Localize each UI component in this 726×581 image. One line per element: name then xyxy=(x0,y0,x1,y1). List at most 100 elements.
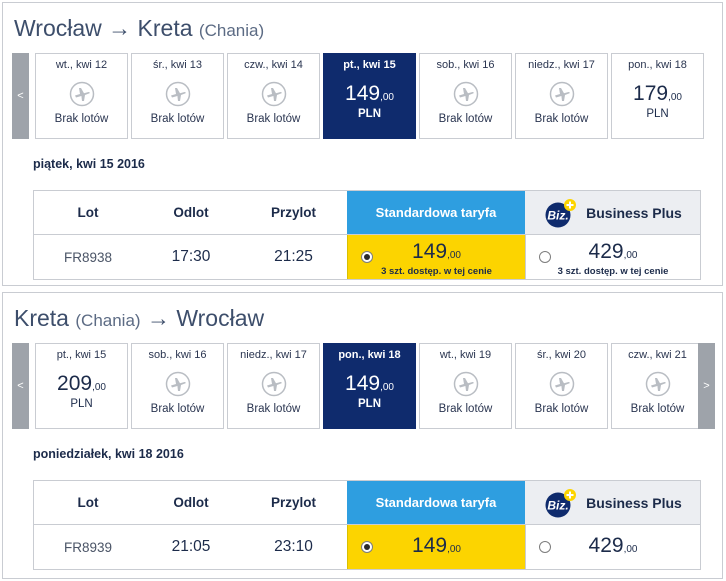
flight-row: FR8939 21:05 23:10 149,00 429,00 xyxy=(34,525,700,569)
business-plus-label: Business Plus xyxy=(586,494,682,511)
selected-date-label: poniedziałek, kwi 18 2016 xyxy=(33,447,184,461)
day-date: pt., kwi 15 xyxy=(56,349,107,361)
day-date: sob., kwi 16 xyxy=(436,59,495,71)
day-cell[interactable]: śr., kwi 13 Brak lotów xyxy=(131,53,224,139)
business-fare-option[interactable]: 429,00 3 szt. dostęp. w tej cenie xyxy=(525,235,700,279)
plane-icon xyxy=(261,371,287,397)
departure-time: 17:30 xyxy=(171,248,211,265)
business-fare-radio[interactable] xyxy=(539,541,551,553)
no-flights-label: Brak lotów xyxy=(150,403,205,415)
fare-table-header: Lot Odlot Przylot Standardowa taryfa Biz… xyxy=(34,481,700,525)
plane-icon xyxy=(549,371,575,397)
route-title: Wrocław → Kreta (Chania) xyxy=(14,15,264,42)
departure-time: 21:05 xyxy=(171,538,211,555)
flight-row: FR8938 17:30 21:25 149,00 3 szt. dostęp.… xyxy=(34,235,700,279)
day-cell[interactable]: śr., kwi 20 Brak lotów xyxy=(515,343,608,429)
plane-icon xyxy=(645,371,671,397)
fare-table: Lot Odlot Przylot Standardowa taryfa Biz… xyxy=(33,190,701,280)
plane-icon xyxy=(165,81,191,107)
day-cell-selected[interactable]: pt., kwi 15 149,00 PLN xyxy=(323,53,416,139)
standard-fare-option[interactable]: 149,00 xyxy=(347,525,525,569)
route-destination-airport: (Chania) xyxy=(198,21,265,40)
day-date: pon., kwi 18 xyxy=(628,59,687,71)
header-standard-fare: Standardowa taryfa xyxy=(347,481,525,524)
standard-fare-radio[interactable] xyxy=(361,251,373,263)
standard-fare-option[interactable]: 149,00 3 szt. dostęp. w tej cenie xyxy=(347,235,525,279)
fare-table: Lot Odlot Przylot Standardowa taryfa Biz… xyxy=(33,480,701,570)
next-days-button[interactable]: > xyxy=(698,343,715,429)
business-fare-price: 429,00 xyxy=(588,240,638,263)
selected-date-label: piątek, kwi 15 2016 xyxy=(33,157,145,171)
no-flights-label: Brak lotów xyxy=(246,113,301,125)
no-flights-label: Brak lotów xyxy=(246,403,301,415)
day-cell[interactable]: sob., kwi 16 Brak lotów xyxy=(419,53,512,139)
prev-days-button[interactable]: < xyxy=(12,343,29,429)
day-date: czw., kwi 21 xyxy=(628,349,687,361)
day-currency: PLN xyxy=(70,398,93,410)
day-cell[interactable]: pt., kwi 15 209,00 PLN xyxy=(35,343,128,429)
biz-logo-icon: Biz. xyxy=(543,488,577,518)
business-fare-price: 429,00 xyxy=(588,534,638,557)
day-cell[interactable]: niedz., kwi 17 Brak lotów xyxy=(227,343,320,429)
plane-icon xyxy=(453,81,479,107)
day-cell[interactable]: pon., kwi 18 179,00 PLN xyxy=(611,53,704,139)
day-currency: PLN xyxy=(358,398,381,410)
route-arrow: → xyxy=(108,15,132,41)
route-origin: Kreta xyxy=(14,305,69,331)
svg-text:Biz.: Biz. xyxy=(547,208,568,222)
plane-icon xyxy=(69,81,95,107)
route-destination: Kreta xyxy=(137,15,193,41)
day-cell-selected[interactable]: pon., kwi 18 149,00 PLN xyxy=(323,343,416,429)
return-flight-panel: Kreta (Chania) → Wrocław < pt., kwi 15 2… xyxy=(2,292,723,579)
day-date: śr., kwi 20 xyxy=(537,349,586,361)
header-departure: Odlot xyxy=(173,495,209,510)
flight-number: FR8939 xyxy=(63,539,113,555)
business-fare-availability: 3 szt. dostęp. w tej cenie xyxy=(557,266,669,277)
route-arrow: → xyxy=(146,305,170,331)
day-date: niedz., kwi 17 xyxy=(528,59,595,71)
no-flights-label: Brak lotów xyxy=(630,403,685,415)
day-price: 209,00 xyxy=(57,372,106,395)
header-flight: Lot xyxy=(77,205,99,220)
plane-icon xyxy=(453,371,479,397)
business-fare-radio[interactable] xyxy=(539,251,551,263)
flight-number: FR8938 xyxy=(63,249,113,265)
day-cell[interactable]: wt., kwi 19 Brak lotów xyxy=(419,343,512,429)
header-flight: Lot xyxy=(77,495,99,510)
day-date: pon., kwi 18 xyxy=(338,349,401,361)
outbound-flight-panel: Wrocław → Kreta (Chania) < wt., kwi 12 B… xyxy=(2,2,723,286)
header-business-plus: Biz. Business Plus xyxy=(525,481,700,524)
standard-fare-price: 149,00 xyxy=(412,534,461,557)
no-flights-label: Brak lotów xyxy=(438,403,493,415)
day-cell[interactable]: czw., kwi 21 Brak lotów xyxy=(611,343,704,429)
day-price: 179,00 xyxy=(633,82,682,105)
fare-table-header: Lot Odlot Przylot Standardowa taryfa Biz… xyxy=(34,191,700,235)
route-destination: Wrocław xyxy=(176,305,265,331)
day-cell[interactable]: sob., kwi 16 Brak lotów xyxy=(131,343,224,429)
day-currency: PLN xyxy=(358,108,381,120)
day-date: wt., kwi 12 xyxy=(55,59,108,71)
arrival-time: 21:25 xyxy=(274,248,313,265)
no-flights-label: Brak lotów xyxy=(534,113,589,125)
header-standard-fare: Standardowa taryfa xyxy=(347,191,525,234)
standard-fare-availability: 3 szt. dostęp. w tej cenie xyxy=(381,266,492,277)
date-selector: < pt., kwi 15 209,00 PLN sob., kwi 16 Br… xyxy=(12,343,715,431)
no-flights-label: Brak lotów xyxy=(438,113,493,125)
business-plus-label: Business Plus xyxy=(586,204,682,221)
day-cell[interactable]: czw., kwi 14 Brak lotów xyxy=(227,53,320,139)
day-date: niedz., kwi 17 xyxy=(240,349,307,361)
day-date: pt., kwi 15 xyxy=(343,59,396,71)
day-cell[interactable]: niedz., kwi 17 Brak lotów xyxy=(515,53,608,139)
route-origin-airport: (Chania) xyxy=(75,311,141,330)
date-selector: < wt., kwi 12 Brak lotów śr., kwi 13 Bra… xyxy=(12,53,715,141)
prev-days-button[interactable]: < xyxy=(12,53,29,139)
standard-fare-radio[interactable] xyxy=(361,541,373,553)
route-origin: Wrocław xyxy=(14,15,102,41)
business-fare-option[interactable]: 429,00 xyxy=(525,525,700,569)
no-flights-label: Brak lotów xyxy=(150,113,205,125)
plane-icon xyxy=(261,81,287,107)
day-cell[interactable]: wt., kwi 12 Brak lotów xyxy=(35,53,128,139)
header-departure: Odlot xyxy=(173,205,209,220)
svg-text:Biz.: Biz. xyxy=(547,498,568,512)
plane-icon xyxy=(165,371,191,397)
